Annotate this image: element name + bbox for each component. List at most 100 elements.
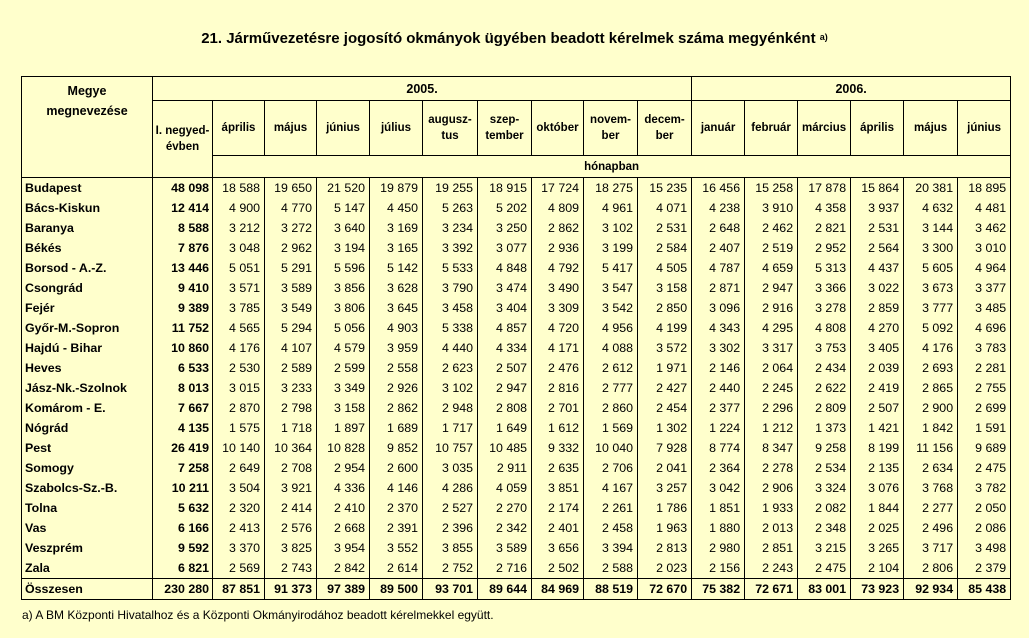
value-cell: 4 059 — [477, 478, 532, 498]
value-cell: 3 959 — [369, 338, 423, 358]
month-header: október — [531, 100, 584, 156]
value-cell: 9 592 — [152, 538, 213, 558]
value-cell: 8 347 — [744, 438, 798, 458]
value-cell: 15 864 — [850, 177, 904, 198]
value-cell: 5 056 — [316, 318, 370, 338]
region-name: Csongrád — [25, 281, 83, 295]
value-cell: 3 077 — [477, 238, 532, 258]
value-cell: 2 454 — [636, 398, 692, 418]
value-cell: 91 373 — [264, 578, 317, 600]
table-body: Budapest 48 098 18 588 19 650 21 520 19 879 19… — [21, 177, 1011, 600]
value-cell: 3 048 — [212, 238, 265, 258]
value-cell: 2 821 — [797, 218, 851, 238]
value-cell: 1 963 — [636, 518, 692, 538]
value-cell: 2 050 — [957, 498, 1011, 518]
value-cell: 3 158 — [316, 398, 370, 418]
value-cell: 2 716 — [477, 558, 532, 579]
value-cell: 4 107 — [264, 338, 317, 358]
value-cell: 3 645 — [369, 298, 423, 318]
value-cell: 2 370 — [369, 498, 423, 518]
value-cell: 3 404 — [477, 298, 532, 318]
region-name: Heves — [25, 361, 62, 375]
region-label-line-2: megnevezése — [46, 104, 128, 118]
value-cell: 3 571 — [212, 278, 265, 298]
value-cell: 4 450 — [369, 198, 423, 218]
value-cell: 2 342 — [477, 518, 532, 538]
value-cell: 1 933 — [744, 498, 798, 518]
value-cell: 1 224 — [691, 418, 745, 438]
value-cell: 2 777 — [583, 378, 638, 398]
table-row: Heves 6 533 2 530 2 589 2 599 2 558 2 623 2 507… — [22, 358, 1011, 378]
value-cell: 2 860 — [583, 398, 638, 418]
value-cell: 89 644 — [477, 578, 532, 600]
page-title: 21. Járművezetésre jogosító okmányok ügy… — [0, 30, 1029, 47]
table-row: Vas 6 166 2 413 2 576 2 668 2 391 2 396 2 342 2 … — [22, 518, 1011, 538]
value-cell: 2 104 — [850, 558, 904, 579]
value-cell: 3 324 — [797, 478, 851, 498]
region-name: Zala — [25, 561, 50, 575]
value-cell: 2 364 — [691, 458, 745, 478]
table-row: Hajdú - Bihar 10 860 4 176 4 107 4 579 3 959 4… — [22, 338, 1011, 358]
table-row: Tolna 5 632 2 320 2 414 2 410 2 370 2 527 2 270… — [22, 498, 1011, 518]
value-cell: 2 519 — [744, 238, 798, 258]
value-cell: 4 632 — [903, 198, 958, 218]
value-cell: 2 391 — [369, 518, 423, 538]
value-cell: 3 498 — [957, 538, 1011, 558]
value-cell: 2 809 — [797, 398, 851, 418]
value-cell: 2 278 — [744, 458, 798, 478]
value-cell: 3 302 — [691, 338, 745, 358]
value-cell: 3 278 — [797, 298, 851, 318]
value-cell: 3 777 — [903, 298, 958, 318]
value-cell: 4 900 — [212, 198, 265, 218]
value-cell: 2 916 — [744, 298, 798, 318]
value-cell: 13 446 — [152, 258, 213, 278]
value-cell: 4 505 — [636, 258, 692, 278]
table-row: Bács-Kiskun 12 414 4 900 4 770 5 147 4 450 5 2… — [22, 198, 1011, 218]
value-cell: 2 377 — [691, 398, 745, 418]
value-cell: 2 427 — [636, 378, 692, 398]
value-cell: 2 755 — [957, 378, 1011, 398]
value-cell: 2 798 — [264, 398, 317, 418]
value-cell: 3 785 — [212, 298, 265, 318]
value-cell: 3 377 — [957, 278, 1011, 298]
value-cell: 15 258 — [744, 177, 798, 198]
value-cell: 10 140 — [212, 438, 265, 458]
value-cell: 2 025 — [850, 518, 904, 538]
value-cell: 2 635 — [531, 458, 584, 478]
month-header: decem-ber — [636, 100, 693, 156]
value-cell: 10 040 — [583, 438, 638, 458]
value-cell: 2 261 — [583, 498, 638, 518]
value-cell: 10 364 — [264, 438, 317, 458]
value-cell: 2 862 — [531, 218, 584, 238]
value-cell: 3 042 — [691, 478, 745, 498]
value-cell: 3 076 — [850, 478, 904, 498]
value-cell: 4 696 — [957, 318, 1011, 338]
value-cell: 72 671 — [744, 578, 798, 600]
value-cell: 2 475 — [797, 558, 851, 579]
value-cell: 5 051 — [212, 258, 265, 278]
region-name: Győr-M.-Sopron — [25, 321, 120, 335]
value-cell: 2 871 — [691, 278, 745, 298]
value-cell: 6 533 — [152, 358, 213, 378]
value-cell: 17 724 — [531, 177, 584, 198]
region-name: Komárom - E. — [25, 401, 106, 415]
month-header: január — [691, 100, 746, 156]
value-cell: 2 419 — [850, 378, 904, 398]
value-cell: 3 233 — [264, 378, 317, 398]
value-cell: 4 956 — [583, 318, 638, 338]
value-cell: 4 961 — [583, 198, 638, 218]
value-cell: 5 596 — [316, 258, 370, 278]
value-cell: 2 379 — [957, 558, 1011, 579]
value-cell: 4 343 — [691, 318, 745, 338]
value-cell: 18 275 — [583, 177, 638, 198]
value-cell: 3 640 — [316, 218, 370, 238]
region-name: Összesen — [21, 578, 153, 600]
value-cell: 18 895 — [957, 177, 1011, 198]
value-cell: 3 490 — [531, 278, 584, 298]
value-cell: 3 921 — [264, 478, 317, 498]
value-cell: 2 706 — [583, 458, 638, 478]
value-cell: 2 859 — [850, 298, 904, 318]
value-cell: 4 848 — [477, 258, 532, 278]
region-name: Nógrád — [25, 421, 69, 435]
value-cell: 2 527 — [422, 498, 478, 518]
